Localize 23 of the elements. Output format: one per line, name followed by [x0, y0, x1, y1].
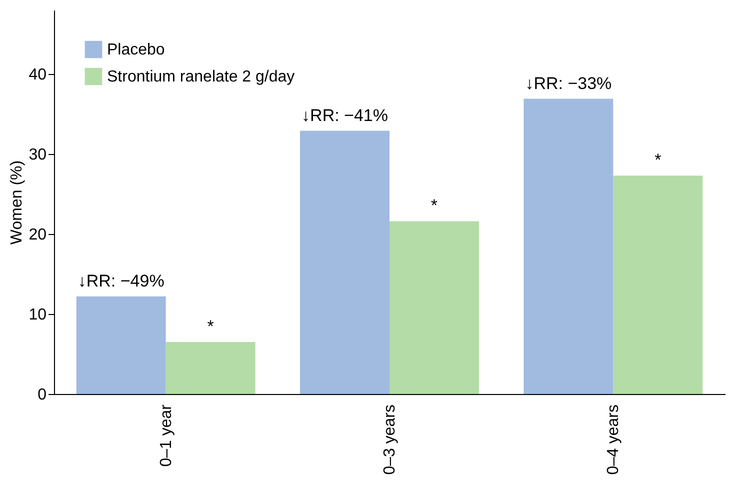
legend-label: Strontium ranelate 2 g/day	[107, 68, 295, 86]
annotation: *	[207, 317, 214, 336]
annotation: *	[654, 150, 662, 170]
x-tick-label: 0–3 years	[382, 404, 398, 475]
annotation: ↓RR: −49%	[78, 271, 164, 290]
y-tick-label: 10	[28, 306, 47, 324]
bar	[613, 176, 703, 394]
bar	[390, 221, 479, 394]
bar	[76, 296, 166, 394]
y-tick-label: 40	[28, 66, 47, 84]
y-tick-label: 20	[28, 226, 47, 244]
bar	[300, 130, 390, 394]
bar	[524, 98, 614, 394]
bar	[166, 342, 256, 394]
annotation: ↓RR: −33%	[525, 74, 612, 93]
annotation: *	[430, 196, 438, 216]
annotation: ↓RR: −41%	[302, 106, 388, 125]
x-tick-label: 0–4 years	[605, 404, 622, 475]
y-tick-label: 30	[28, 146, 47, 164]
x-tick-label: 0–1 year	[158, 404, 175, 467]
y-tick-label: 0	[38, 386, 47, 404]
y-axis-title: Women (%)	[8, 160, 26, 245]
legend-label: Placebo	[107, 42, 165, 58]
